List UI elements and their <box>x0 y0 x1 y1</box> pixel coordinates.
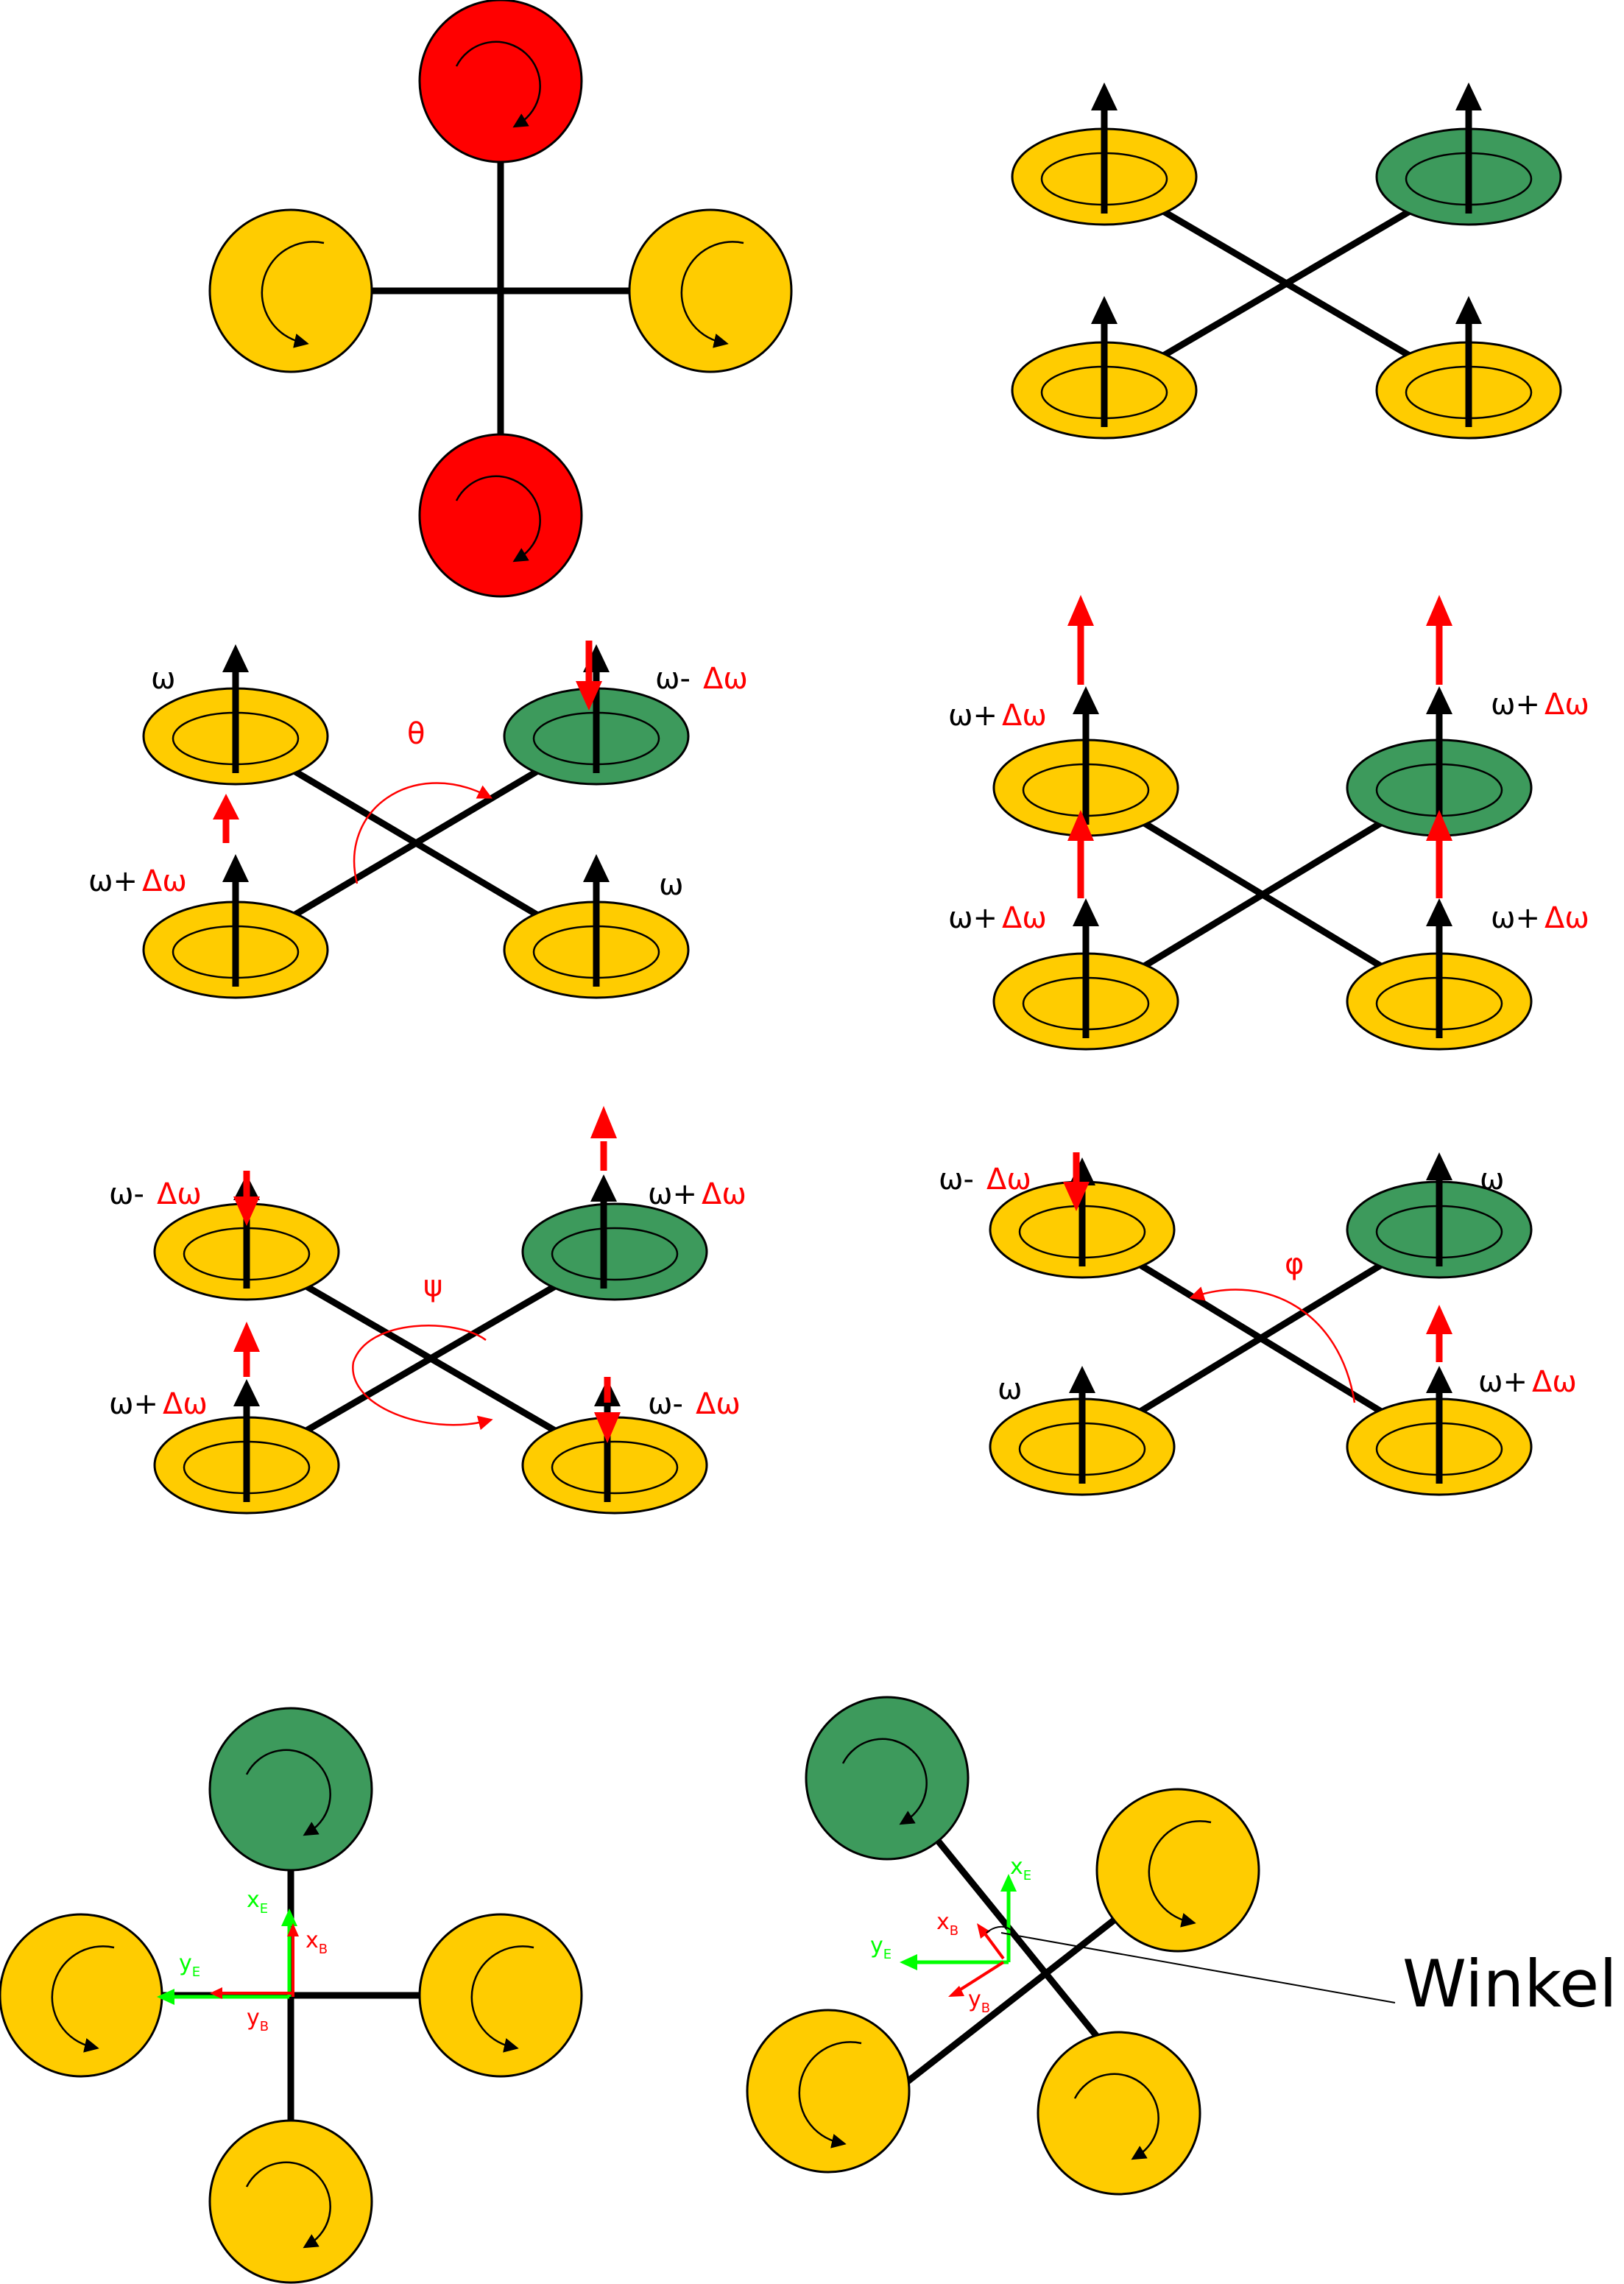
svg-text:Δω: Δω <box>1002 699 1047 733</box>
x-config-panel <box>1011 82 1562 440</box>
psi-ellipse-arc <box>352 1325 493 1431</box>
svg-text:xE: xE <box>1010 1854 1031 1883</box>
label-w-fl: ω <box>151 662 176 696</box>
rotor-top <box>208 1707 373 1872</box>
label-wplus-fr: ω+ Δω <box>648 1177 746 1211</box>
svg-text:Δω: Δω <box>702 1177 746 1211</box>
svg-text:xB: xB <box>306 1928 328 1957</box>
theta-arc <box>353 782 493 884</box>
svg-text:ω+: ω+ <box>1478 1365 1528 1399</box>
label-wminus-fl: ω- Δω <box>939 1163 1031 1196</box>
svg-text:yE: yE <box>870 1933 892 1962</box>
label-wplus-fl: ω+ Δω <box>948 699 1047 733</box>
rotor-rear-right <box>1375 296 1562 440</box>
rotor-top <box>418 0 583 163</box>
rotor-right-upper <box>1095 1788 1260 1953</box>
rotor-green <box>805 1696 970 1861</box>
svg-text:Δω: Δω <box>1532 1365 1577 1399</box>
rotor-right <box>628 208 793 373</box>
svg-text:Δω: Δω <box>1544 901 1589 935</box>
svg-text:ω+: ω+ <box>1491 901 1540 935</box>
axes <box>900 1874 1396 2003</box>
svg-text:ω-: ω- <box>655 662 691 696</box>
rotated-frame-panel: xE xB yE yB Winkel psi <box>746 1696 1624 2196</box>
label-w-rl: ω <box>998 1372 1023 1406</box>
label-w-fr: ω <box>1480 1163 1505 1196</box>
svg-text:Δω: Δω <box>696 1387 741 1421</box>
svg-text:ω+: ω+ <box>109 1387 158 1421</box>
label-wplus-rl: ω+ Δω <box>88 864 187 898</box>
svg-text:Δω: Δω <box>1002 901 1047 935</box>
yaw-panel: ω- Δω ω+ Δω ω+ Δω ω- Δω ψ <box>109 1106 746 1515</box>
label-wplus-rl: ω+ Δω <box>948 901 1047 935</box>
svg-text:ω+: ω+ <box>948 901 998 935</box>
rotor-front-left <box>1011 82 1198 226</box>
svg-text:yB: yB <box>247 2005 269 2034</box>
svg-text:xB: xB <box>936 1909 958 1939</box>
label-wminus-fr: ω- Δω <box>655 662 748 696</box>
rotor-bottom <box>1037 2031 1201 2196</box>
rotor-bottom <box>418 433 583 598</box>
rotor-rear-left <box>1011 296 1198 440</box>
svg-text:Δω: Δω <box>1544 688 1589 722</box>
rotor-left <box>0 1913 163 2078</box>
label-phi: φ <box>1285 1247 1304 1281</box>
pitch-panel: ω ω- Δω ω+ Δω ω θ <box>88 641 748 999</box>
label-psi: ψ <box>423 1269 442 1303</box>
svg-text:ω+: ω+ <box>948 699 998 733</box>
axis-labels: xE xB yE yB <box>179 1887 328 2034</box>
label-wminus-rr: ω- Δω <box>648 1387 741 1421</box>
rotor-bottom <box>208 2119 373 2284</box>
svg-text:xE: xE <box>247 1887 268 1917</box>
rotor-right <box>418 1913 583 2078</box>
label-w-rr: ω <box>659 868 684 902</box>
roll-panel: ω- Δω ω ω ω+ Δω φ <box>939 1152 1577 1496</box>
svg-text:ω+: ω+ <box>1491 688 1540 722</box>
svg-text:ω+: ω+ <box>648 1177 697 1211</box>
rotor-left-lower <box>746 2009 911 2174</box>
svg-text:ω+: ω+ <box>88 864 138 898</box>
phi-arc <box>1189 1286 1356 1403</box>
rotor-left <box>208 208 373 373</box>
label-wplus-rr: ω+ Δω <box>1478 1365 1577 1399</box>
body-frame-panel: xE xB yE yB <box>0 1707 583 2284</box>
svg-text:Δω: Δω <box>986 1163 1031 1196</box>
svg-text:ω-: ω- <box>109 1177 144 1211</box>
plus-config-panel <box>208 0 793 598</box>
label-wplus-rl: ω+ Δω <box>109 1387 208 1421</box>
label-theta: θ <box>407 717 425 751</box>
svg-text:ω-: ω- <box>939 1163 974 1196</box>
label-wminus-fl: ω- Δω <box>109 1177 202 1211</box>
rotor-front-right <box>1375 82 1562 226</box>
svg-text:yB: yB <box>968 1987 990 2016</box>
svg-text:Δω: Δω <box>157 1177 202 1211</box>
svg-text:Δω: Δω <box>142 864 187 898</box>
axis-labels: xE xB yE yB <box>870 1854 1031 2016</box>
svg-text:ω-: ω- <box>648 1387 683 1421</box>
thrust-panel: ω+ Δω ω+ Δω ω+ Δω ω+ Δω <box>948 595 1589 1051</box>
svg-text:Δω: Δω <box>163 1387 208 1421</box>
winkel-psi-label: Winkel psi <box>1402 1946 1624 2022</box>
label-wplus-rr: ω+ Δω <box>1491 901 1589 935</box>
svg-text:Δω: Δω <box>703 662 748 696</box>
label-wplus-fr: ω+ Δω <box>1491 688 1589 722</box>
axes <box>157 1908 299 2005</box>
thrust-arrows <box>1067 595 1452 1038</box>
svg-text:yE: yE <box>179 1950 200 1980</box>
